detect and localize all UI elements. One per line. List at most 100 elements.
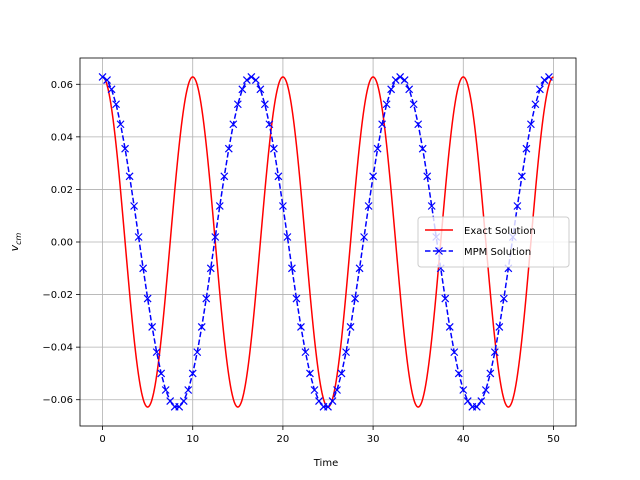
mpm-marker bbox=[278, 202, 287, 210]
x-tick-label: 50 bbox=[547, 434, 560, 445]
mpm-marker bbox=[283, 233, 292, 241]
mpm-marker-stroke bbox=[269, 144, 278, 153]
mpm-marker bbox=[269, 144, 278, 153]
mpm-marker-stroke bbox=[324, 402, 332, 411]
series-mpm-solution-line bbox=[102, 76, 550, 408]
mpm-marker bbox=[148, 322, 157, 331]
mpm-marker-stroke bbox=[490, 348, 499, 357]
mpm-marker-stroke bbox=[197, 322, 206, 331]
x-tick-label: 10 bbox=[186, 434, 199, 445]
mpm-marker bbox=[166, 397, 175, 405]
mpm-marker bbox=[405, 85, 414, 94]
y-tick-label: −0.06 bbox=[42, 395, 73, 406]
y-tick-label: −0.04 bbox=[42, 343, 73, 354]
mpm-marker-stroke bbox=[517, 172, 526, 181]
mpm-marker-stroke bbox=[175, 402, 184, 411]
y-tick-label: 0.02 bbox=[51, 185, 73, 196]
y-tick-label: 0.04 bbox=[51, 132, 73, 143]
mpm-marker bbox=[517, 172, 526, 181]
mpm-marker bbox=[337, 369, 346, 378]
mpm-marker bbox=[292, 294, 301, 303]
y-axis: −0.06 −0.04 −0.02 0.00 0.02 0.04 0.06 bbox=[42, 80, 80, 406]
mpm-marker-stroke bbox=[98, 73, 107, 81]
mpm-marker bbox=[306, 369, 314, 378]
mpm-marker bbox=[364, 202, 373, 210]
mpm-marker bbox=[215, 202, 224, 210]
mpm-marker bbox=[387, 85, 396, 94]
y-tick-label: −0.02 bbox=[42, 290, 73, 301]
mpm-marker-stroke bbox=[531, 100, 540, 109]
mpm-marker bbox=[481, 386, 490, 394]
mpm-marker-stroke bbox=[148, 322, 157, 331]
mpm-marker bbox=[297, 322, 305, 331]
mpm-marker bbox=[495, 322, 504, 331]
mpm-marker bbox=[396, 73, 405, 81]
mpm-marker-stroke bbox=[157, 369, 166, 378]
mpm-marker bbox=[459, 386, 468, 394]
mpm-marker-stroke bbox=[481, 386, 490, 394]
mpm-marker bbox=[526, 120, 535, 129]
mpm-marker bbox=[260, 100, 269, 109]
mpm-marker bbox=[499, 294, 508, 303]
mpm-marker bbox=[463, 397, 472, 405]
mpm-marker bbox=[400, 76, 409, 85]
mpm-marker bbox=[441, 294, 450, 303]
mpm-marker bbox=[342, 348, 350, 357]
mpm-marker bbox=[193, 348, 202, 357]
mpm-marker bbox=[486, 369, 495, 378]
mpm-marker bbox=[536, 85, 544, 94]
mpm-marker bbox=[121, 144, 130, 153]
mpm-marker-stroke bbox=[278, 202, 287, 210]
mpm-marker-stroke bbox=[274, 172, 283, 181]
mpm-marker-stroke bbox=[328, 397, 337, 405]
mpm-marker bbox=[103, 76, 111, 85]
mpm-marker bbox=[139, 264, 148, 273]
mpm-marker-stroke bbox=[396, 73, 405, 81]
mpm-marker bbox=[184, 386, 193, 394]
mpm-marker-stroke bbox=[112, 100, 120, 109]
mpm-marker bbox=[355, 264, 364, 273]
mpm-marker bbox=[378, 120, 387, 129]
mpm-marker-stroke bbox=[288, 264, 296, 273]
mpm-marker bbox=[310, 386, 319, 394]
x-tick-label: 0 bbox=[99, 434, 105, 445]
mpm-marker-stroke bbox=[486, 369, 495, 378]
mpm-marker bbox=[229, 120, 238, 129]
mpm-marker bbox=[333, 386, 341, 394]
mpm-marker-stroke bbox=[378, 120, 387, 129]
mpm-marker-stroke bbox=[382, 100, 391, 109]
mpm-marker-stroke bbox=[184, 386, 193, 394]
mpm-marker bbox=[130, 202, 139, 210]
mpm-marker bbox=[545, 73, 553, 81]
mpm-marker-stroke bbox=[233, 100, 242, 109]
mpm-marker bbox=[152, 348, 161, 357]
mpm-marker-stroke bbox=[315, 397, 323, 405]
mpm-marker bbox=[324, 402, 332, 411]
mpm-marker-stroke bbox=[337, 369, 346, 378]
mpm-marker-stroke bbox=[202, 294, 211, 303]
mpm-marker-stroke bbox=[251, 76, 260, 85]
mpm-marker bbox=[247, 73, 256, 81]
mpm-marker bbox=[211, 233, 220, 241]
mpm-marker bbox=[202, 294, 211, 303]
mpm-marker-stroke bbox=[536, 85, 544, 94]
mpm-marker-stroke bbox=[247, 73, 256, 81]
mpm-marker bbox=[161, 386, 170, 394]
mpm-marker bbox=[382, 100, 391, 109]
mpm-marker bbox=[233, 100, 242, 109]
mpm-marker bbox=[224, 144, 233, 153]
mpm-marker-stroke bbox=[369, 172, 378, 181]
legend: Exact Solution MPM Solution bbox=[417, 216, 570, 268]
mpm-marker bbox=[301, 348, 310, 357]
mpm-marker-stroke bbox=[477, 397, 486, 405]
mpm-marker-stroke bbox=[292, 294, 301, 303]
mpm-marker-stroke bbox=[400, 76, 409, 85]
mpm-marker-stroke bbox=[306, 369, 314, 378]
mpm-marker-stroke bbox=[346, 322, 355, 331]
mpm-marker bbox=[197, 322, 206, 331]
mpm-marker-stroke bbox=[301, 348, 310, 357]
mpm-marker-stroke bbox=[414, 120, 423, 129]
mpm-marker bbox=[125, 172, 134, 181]
mpm-marker bbox=[490, 348, 499, 357]
mpm-marker bbox=[98, 73, 107, 81]
